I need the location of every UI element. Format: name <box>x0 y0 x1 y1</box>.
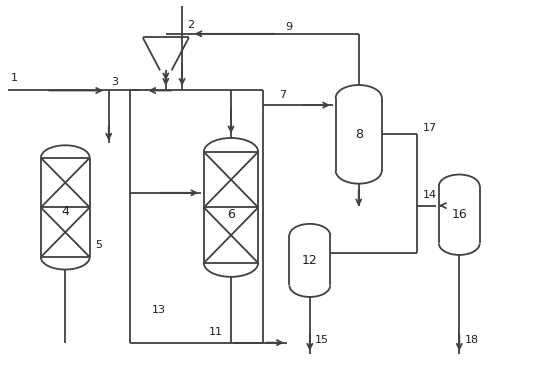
Text: 15: 15 <box>315 335 329 345</box>
Text: 2: 2 <box>188 20 195 30</box>
Text: 18: 18 <box>464 335 479 345</box>
Text: 12: 12 <box>302 254 318 267</box>
Text: 7: 7 <box>279 90 286 100</box>
Text: 16: 16 <box>451 208 467 221</box>
Text: 11: 11 <box>209 327 223 337</box>
Text: 6: 6 <box>227 208 235 221</box>
Text: 9: 9 <box>285 22 293 32</box>
Text: 13: 13 <box>152 305 166 315</box>
Text: 5: 5 <box>95 240 102 250</box>
Text: 4: 4 <box>61 204 69 217</box>
Text: 14: 14 <box>423 190 436 200</box>
Text: 1: 1 <box>11 73 18 83</box>
Text: 8: 8 <box>355 128 363 141</box>
Text: 3: 3 <box>111 77 119 87</box>
Text: 17: 17 <box>423 123 436 133</box>
